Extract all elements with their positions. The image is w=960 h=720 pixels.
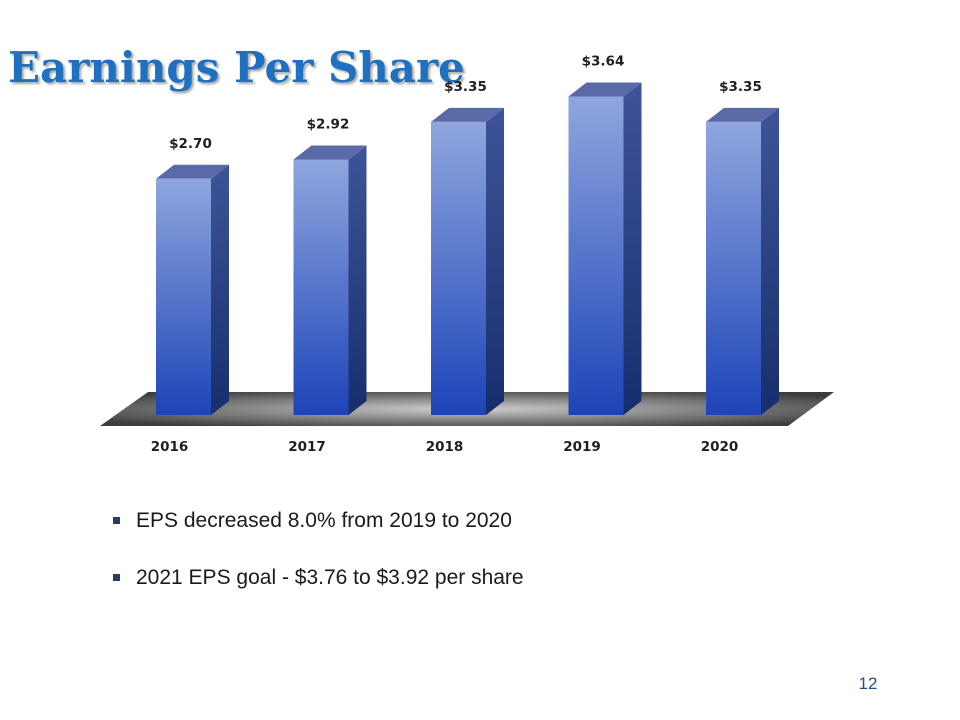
bar-side-2019 [623, 82, 642, 415]
bar-side-2016 [211, 164, 229, 415]
bar-top-2019 [568, 82, 642, 97]
bullet-text: 2021 EPS goal - $3.76 to $3.92 per share [136, 566, 524, 589]
x-tick-label-2019: 2019 [563, 439, 601, 455]
page-number: 12 [858, 674, 878, 693]
x-tick-label-2018: 2018 [426, 439, 464, 455]
square-bullet-icon [113, 574, 120, 581]
bullet-item: 2021 EPS goal - $3.76 to $3.92 per share [112, 563, 524, 593]
data-label-2018: $3.35 [444, 79, 487, 95]
page-title: Earnings Per Share [8, 43, 465, 92]
bar-2019 [568, 96, 624, 415]
square-bullet-icon [113, 517, 120, 524]
data-label-2016: $2.70 [169, 136, 212, 152]
bar-side-2020 [761, 107, 779, 415]
data-label-2019: $3.64 [582, 54, 625, 70]
bar-2018 [431, 121, 486, 415]
x-tick-label-2020: 2020 [701, 439, 739, 455]
bar-top-2017 [293, 145, 367, 160]
bullet-list: EPS decreased 8.0% from 2019 to 2020 202… [112, 506, 524, 620]
data-label-2017: $2.92 [307, 117, 350, 133]
x-tick-label-2017: 2017 [288, 439, 326, 455]
bar-top-2020 [706, 107, 779, 122]
bar-top-2016 [156, 164, 229, 179]
x-tick-label-2016: 2016 [151, 439, 189, 455]
bar-top-2018 [431, 107, 504, 122]
bullet-text: EPS decreased 8.0% from 2019 to 2020 [136, 509, 512, 532]
bar-side-2017 [348, 145, 367, 415]
bar-side-2018 [486, 107, 504, 415]
bar-2017 [293, 159, 349, 415]
bar-2016 [156, 178, 211, 415]
bullet-item: EPS decreased 8.0% from 2019 to 2020 [112, 506, 524, 536]
bar-2020 [706, 121, 761, 415]
data-label-2020: $3.35 [719, 79, 762, 95]
